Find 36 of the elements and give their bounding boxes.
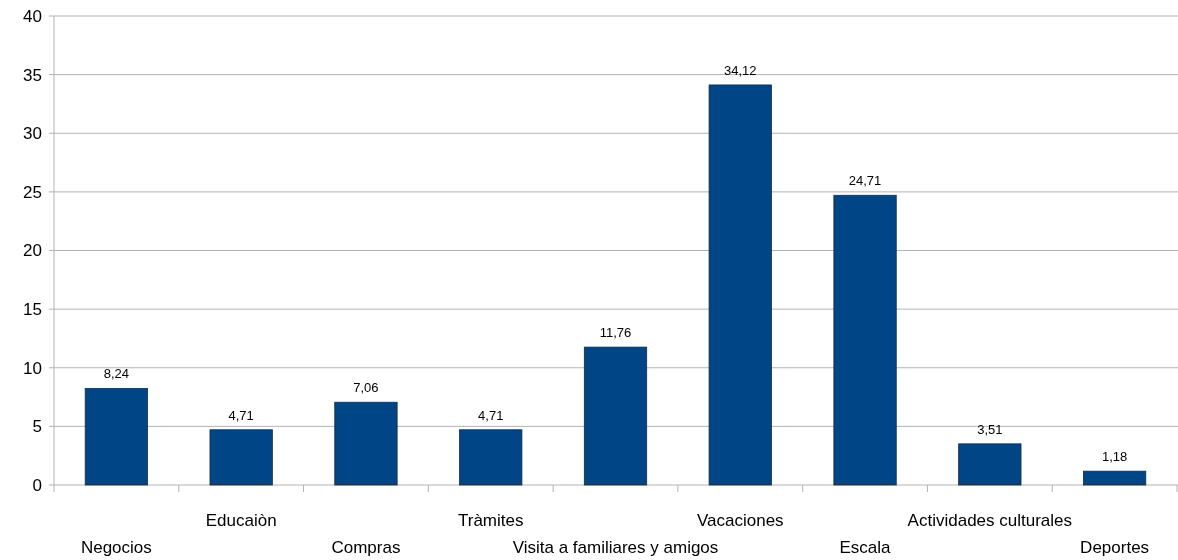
y-tick-label: 15 <box>23 300 42 320</box>
data-label: 4,71 <box>228 407 254 423</box>
bar <box>84 387 148 486</box>
data-label: 11,76 <box>599 325 632 341</box>
data-label: 3,51 <box>977 421 1003 437</box>
x-tick-label: Compras <box>331 538 401 557</box>
bar <box>209 429 273 486</box>
y-tick-label: 25 <box>23 182 42 202</box>
bar <box>459 429 523 486</box>
x-tick-label: Deportes <box>1080 538 1150 557</box>
data-label: 34,12 <box>724 62 757 78</box>
y-tick-label: 35 <box>23 65 42 85</box>
data-label: 24,71 <box>848 173 882 189</box>
data-label: 8,24 <box>103 366 130 382</box>
data-label: 4,71 <box>478 407 504 423</box>
data-label: 1,18 <box>1101 449 1128 465</box>
x-tick-label: Visita a familiares y amigos <box>512 538 719 557</box>
x-tick-label: Tràmites <box>457 511 524 530</box>
y-tick-label: 10 <box>23 358 42 378</box>
x-tick-label: Vacaciones <box>696 511 784 530</box>
bar <box>1083 470 1147 486</box>
y-tick-label: 5 <box>32 417 42 437</box>
x-tick-label: Escala <box>839 538 892 557</box>
y-tick-label: 20 <box>23 241 42 261</box>
bar <box>958 443 1022 486</box>
bar <box>708 84 772 486</box>
x-tick-label: Educaiòn <box>205 511 277 530</box>
x-tick-label: Actividades culturales <box>907 511 1073 530</box>
y-tick-label: 0 <box>32 475 42 495</box>
bar <box>583 346 648 486</box>
bar <box>334 401 398 486</box>
y-tick-label: 40 <box>23 6 42 26</box>
y-tick-label: 30 <box>23 124 42 144</box>
bar <box>833 194 897 486</box>
data-label: 7,06 <box>353 380 379 396</box>
x-tick-label: Negocios <box>80 538 152 557</box>
